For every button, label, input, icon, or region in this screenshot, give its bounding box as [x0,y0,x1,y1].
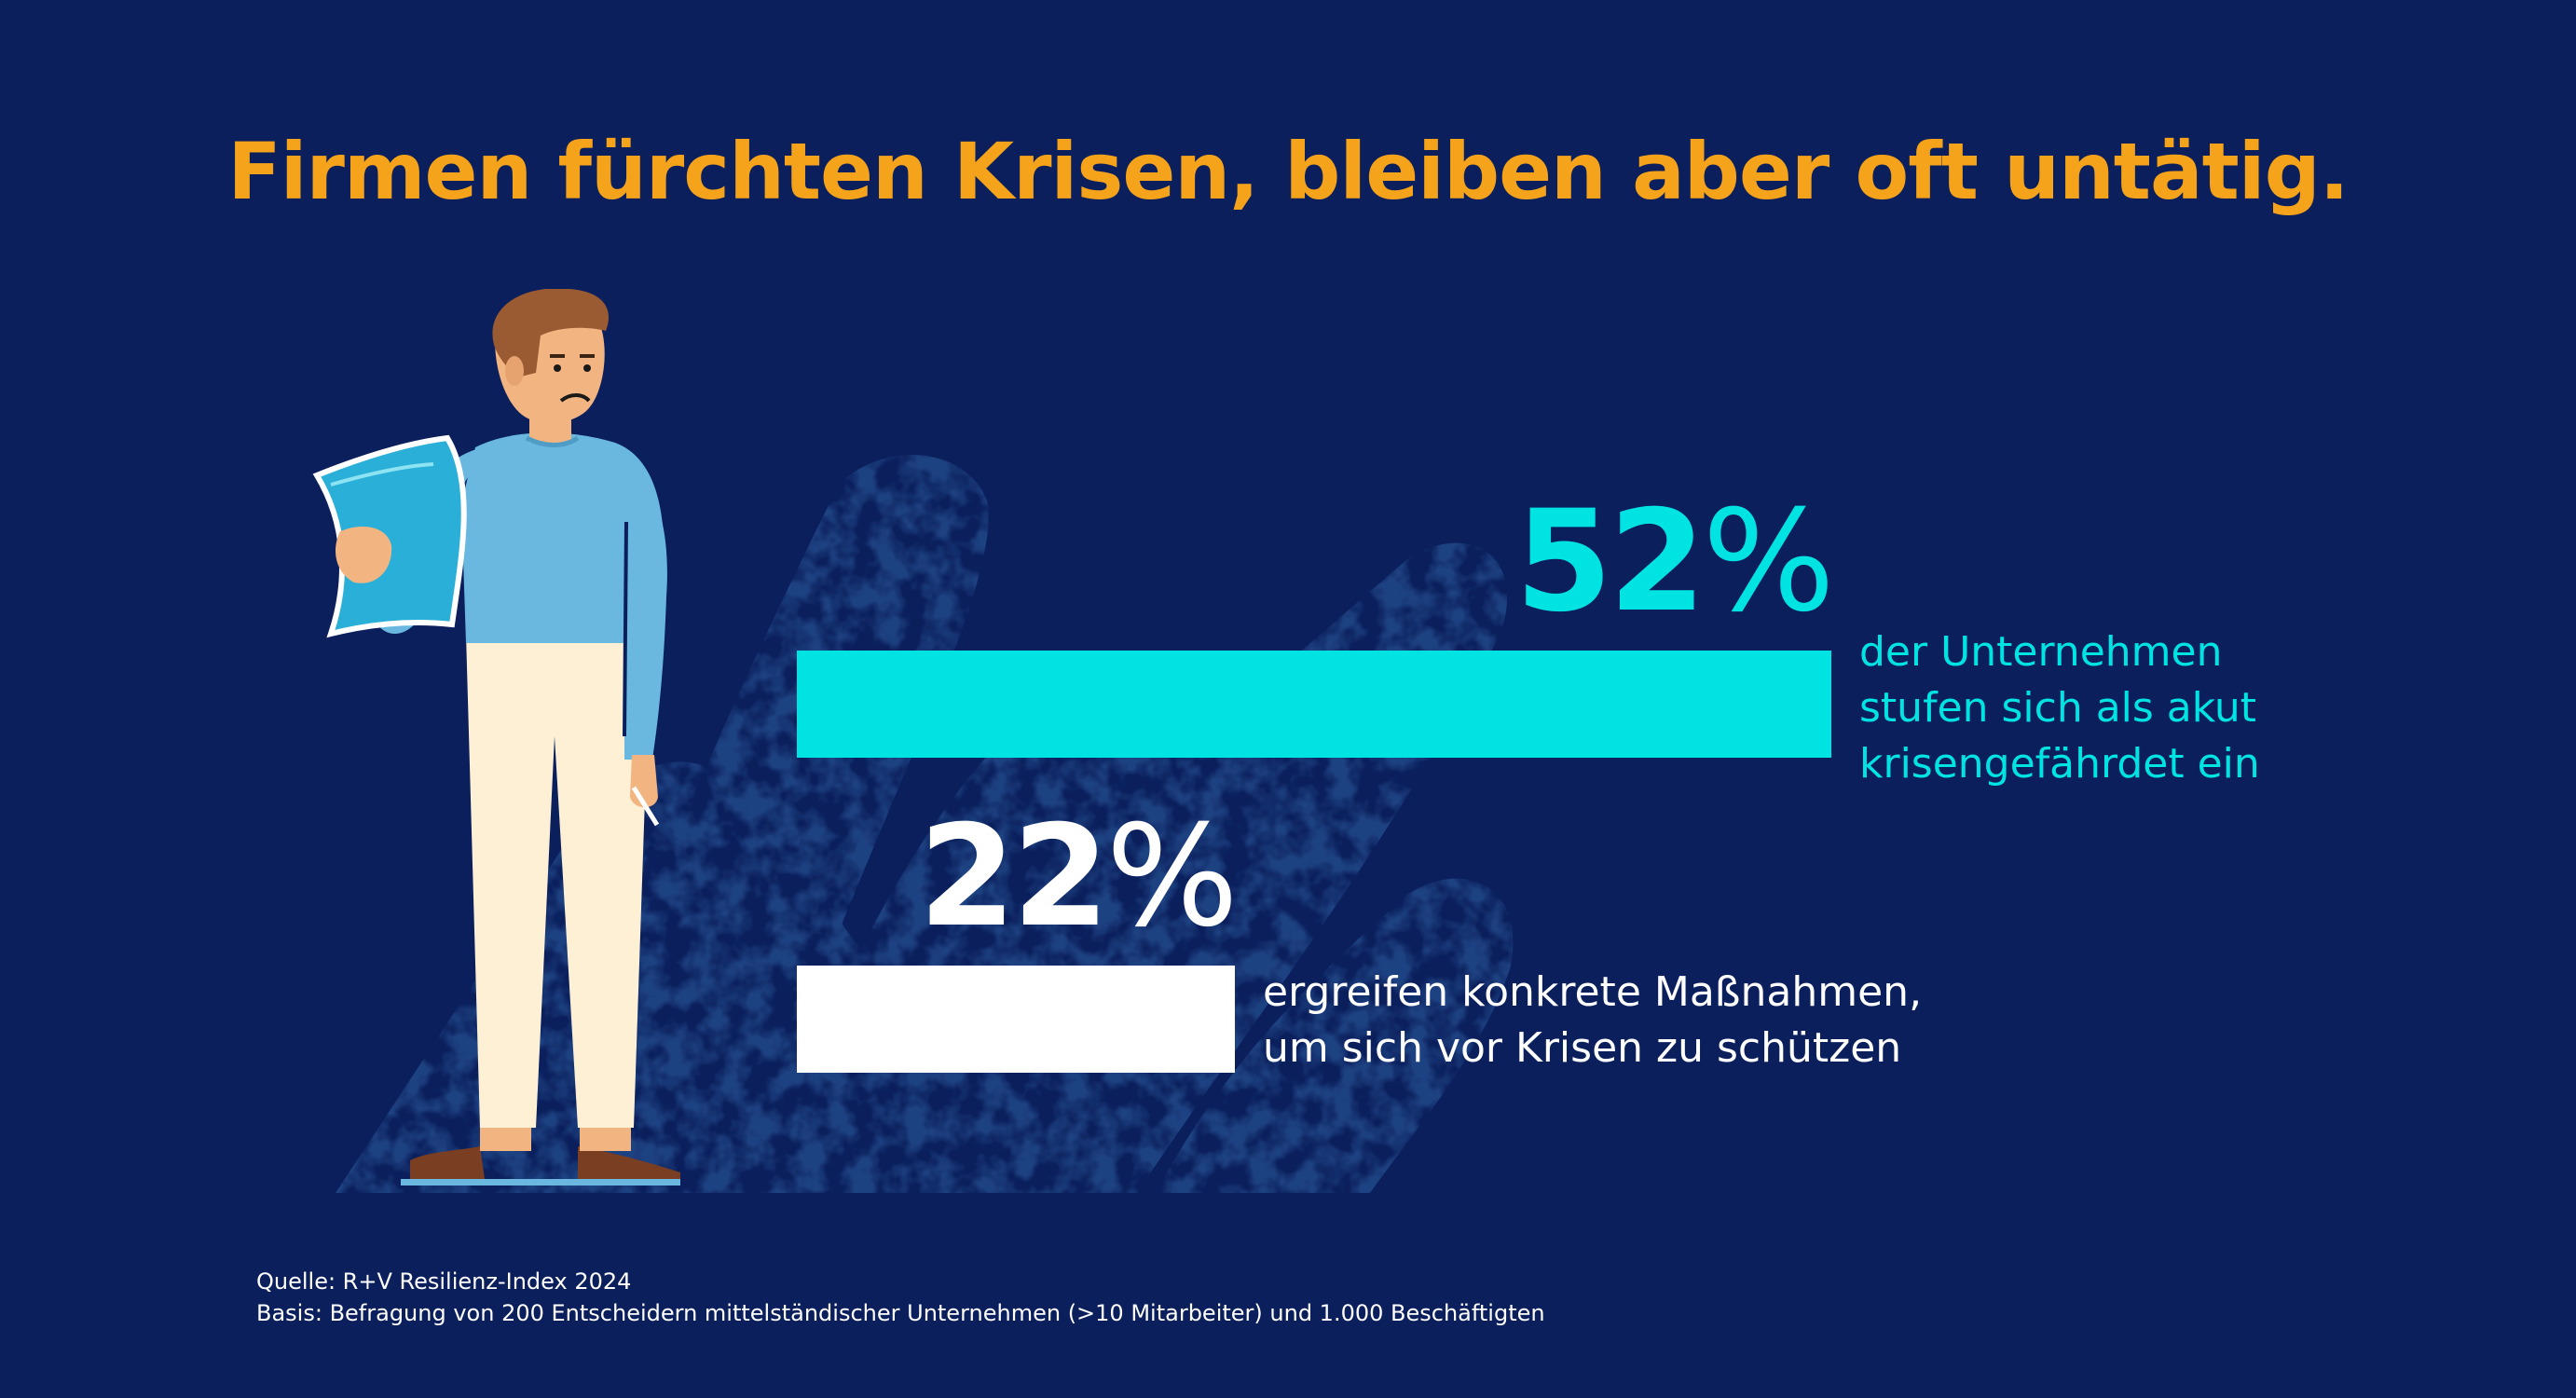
person-reading-document-icon [312,289,680,1186]
description-line: ergreifen konkrete Maßnahmen, [1263,968,1923,1016]
footer-notes: Quelle: R+V Resilienz-Index 2024 Basis: … [256,1266,1545,1329]
data-label-unit: % [1105,796,1239,958]
data-label-52: 52% [1510,492,1835,632]
data-label-value: 22 [918,796,1110,958]
bar-description-22: ergreifen konkrete Maßnahmen, um sich vo… [1263,965,1922,1076]
description-line: der Unternehmen [1859,628,2223,676]
description-line: um sich vor Krisen zu schützen [1263,1024,1902,1072]
page-title: Firmen fürchten Krisen, bleiben aber oft… [227,126,2349,217]
bar-22 [797,966,1235,1073]
bar-52 [797,651,1831,758]
description-line: krisengefährdet ein [1859,740,2260,788]
data-label-22: 22% [913,807,1239,947]
data-label-value: 52 [1514,481,1706,643]
source-note: Quelle: R+V Resilienz-Index 2024 [256,1268,632,1295]
data-label-unit: % [1702,481,1835,643]
description-line: stufen sich als akut [1859,684,2257,732]
basis-note: Basis: Befragung von 200 Entscheidern mi… [256,1300,1545,1326]
bar-description-52: der Unternehmen stufen sich als akut kri… [1859,624,2260,792]
